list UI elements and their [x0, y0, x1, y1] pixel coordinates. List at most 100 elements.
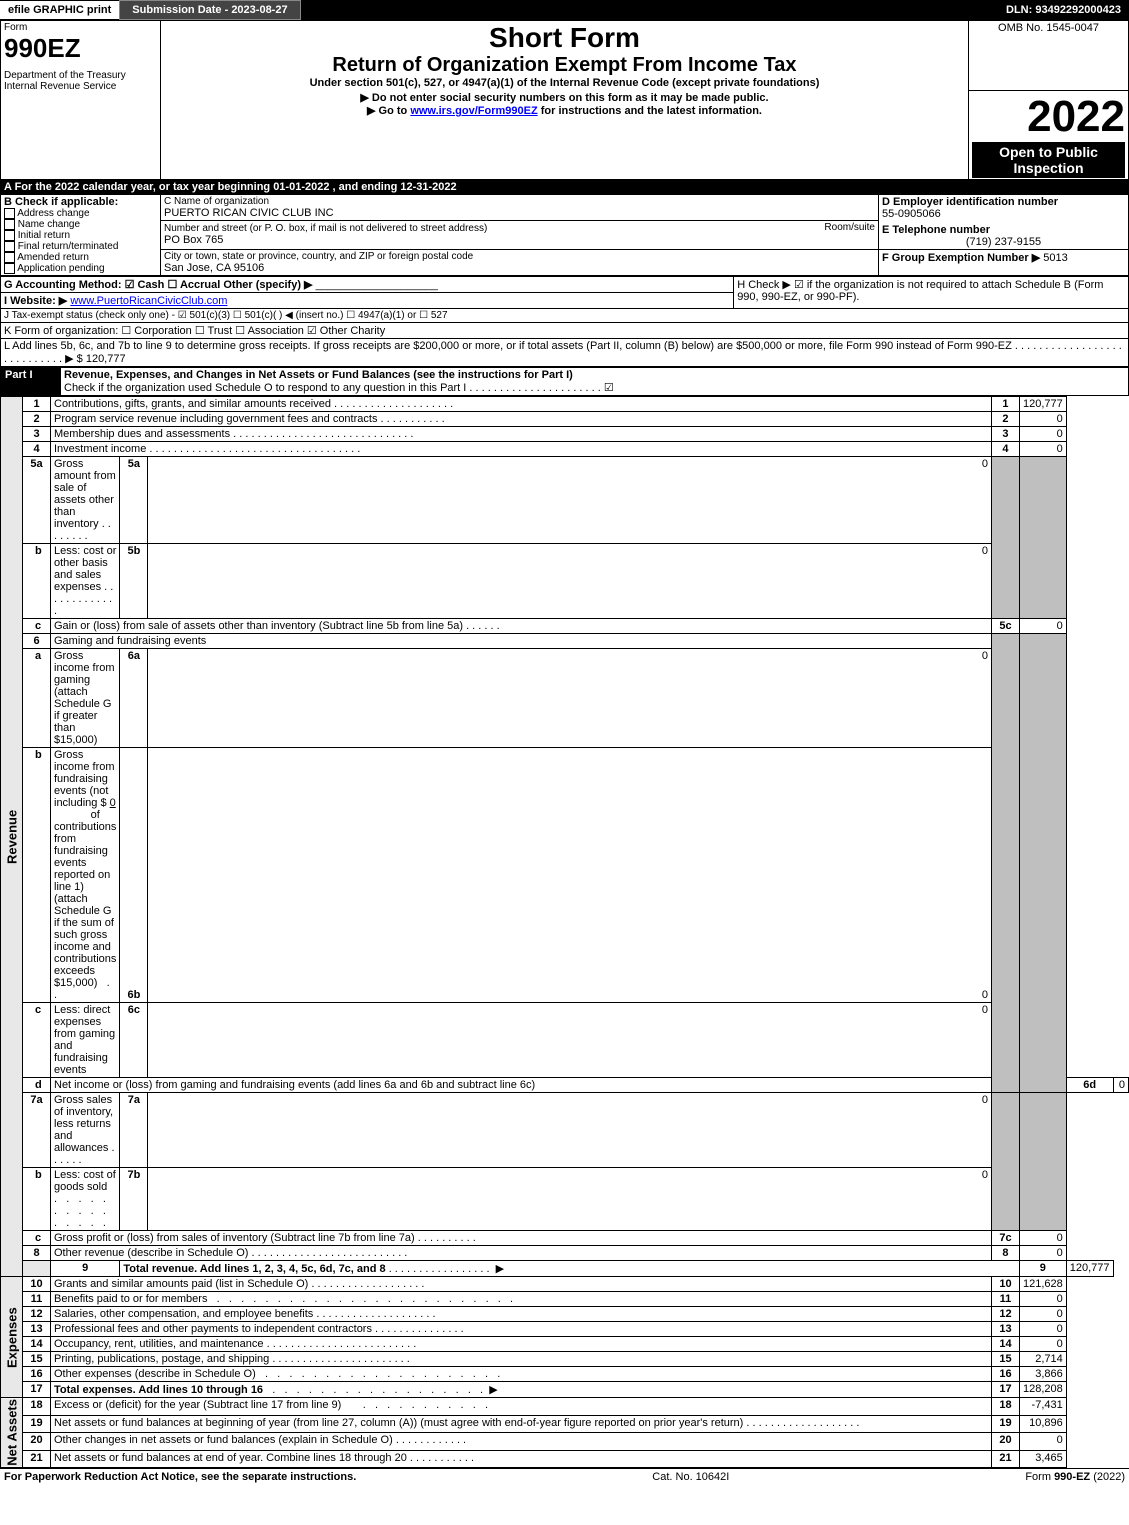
- b-opt-pending[interactable]: Application pending: [17, 263, 104, 274]
- b-opt-name[interactable]: Name change: [18, 219, 80, 230]
- l7a-box: 7a: [120, 1093, 148, 1168]
- l6a-txt: Gross income from gaming (attach Schedul…: [51, 649, 120, 748]
- l7b-txt: Less: cost of goods sold: [54, 1169, 116, 1193]
- l13-val: 0: [1019, 1322, 1066, 1337]
- l17-val: 128,208: [1019, 1382, 1066, 1398]
- expenses-side: Expenses: [1, 1277, 23, 1398]
- short-form-title: Short Form: [164, 22, 965, 54]
- d-label: D Employer identification number: [882, 196, 1125, 208]
- l9-val: 120,777: [1066, 1261, 1113, 1277]
- l5b-box: 5b: [120, 544, 148, 619]
- street: PO Box 765: [164, 234, 223, 246]
- l6a-box: 6a: [120, 649, 148, 748]
- l18-txt: Excess or (deficit) for the year (Subtra…: [54, 1399, 341, 1411]
- ghijkl: G Accounting Method: ☑ Cash ☐ Accrual Ot…: [0, 276, 1129, 367]
- l12-val: 0: [1019, 1307, 1066, 1322]
- efile-label[interactable]: efile GRAPHIC print: [0, 1, 119, 19]
- revenue-side: Revenue: [1, 397, 23, 1277]
- part1-check: Check if the organization used Schedule …: [64, 382, 614, 394]
- l8-txt: Other revenue (describe in Schedule O): [54, 1247, 248, 1259]
- e-label: E Telephone number: [882, 224, 1125, 236]
- l15-val: 2,714: [1019, 1352, 1066, 1367]
- l4-val: 0: [1019, 442, 1066, 457]
- l7a-ival: 0: [148, 1093, 992, 1168]
- l5c-txt: Gain or (loss) from sale of assets other…: [54, 620, 463, 632]
- l7b-ival: 0: [148, 1168, 992, 1231]
- open-public: Open to Public Inspection: [972, 142, 1125, 178]
- l15-txt: Printing, publications, postage, and shi…: [54, 1353, 269, 1365]
- l6d-val: 0: [1113, 1078, 1128, 1093]
- l6b-box: 6b: [120, 748, 148, 1003]
- l21-txt: Net assets or fund balances at end of ye…: [54, 1452, 407, 1464]
- l1-txt: Contributions, gifts, grants, and simila…: [54, 398, 331, 410]
- l6a-ival: 0: [148, 649, 992, 748]
- l3-val: 0: [1019, 427, 1066, 442]
- b-opt-final[interactable]: Final return/terminated: [18, 241, 119, 252]
- l13-txt: Professional fees and other payments to …: [54, 1323, 372, 1335]
- subtitle: Under section 501(c), 527, or 4947(a)(1)…: [164, 77, 965, 89]
- footer-mid: Cat. No. 10642I: [652, 1471, 729, 1483]
- l5a-txt: Gross amount from sale of assets other t…: [54, 458, 116, 530]
- i-label: I Website: ▶: [4, 295, 67, 307]
- l10-val: 121,628: [1019, 1277, 1066, 1292]
- l1-val: 120,777: [1019, 397, 1066, 412]
- note-ssn: ▶ Do not enter social security numbers o…: [164, 91, 965, 104]
- b-opt-addr[interactable]: Address change: [17, 208, 89, 219]
- netassets-side: Net Assets: [1, 1398, 23, 1468]
- line-k: K Form of organization: ☐ Corporation ☐ …: [1, 323, 1129, 339]
- part1-title: Revenue, Expenses, and Changes in Net As…: [64, 369, 573, 381]
- l20-txt: Other changes in net assets or fund bala…: [54, 1434, 393, 1446]
- identity-block: B Check if applicable: Address change Na…: [0, 194, 1129, 277]
- city: San Jose, CA 95106: [164, 262, 875, 274]
- b-opt-amended[interactable]: Amended return: [17, 252, 89, 263]
- l7c-txt: Gross profit or (loss) from sales of inv…: [54, 1232, 415, 1244]
- l19-txt: Net assets or fund balances at beginning…: [54, 1417, 743, 1429]
- b-opt-initial[interactable]: Initial return: [18, 230, 70, 241]
- l21-val: 3,465: [1019, 1450, 1066, 1467]
- l2-txt: Program service revenue including govern…: [54, 413, 377, 425]
- f-val: 5013: [1043, 252, 1067, 264]
- addr-label: Number and street (or P. O. box, if mail…: [164, 223, 487, 234]
- l17-txt: Total expenses. Add lines 10 through 16: [54, 1384, 263, 1396]
- tax-year: 2022: [972, 92, 1125, 142]
- footer-right: Form 990-EZ (2022): [1025, 1471, 1125, 1483]
- footer-left: For Paperwork Reduction Act Notice, see …: [4, 1471, 356, 1483]
- f-label: F Group Exemption Number ▶: [882, 252, 1040, 264]
- l6c-txt: Less: direct expenses from gaming and fu…: [51, 1003, 120, 1078]
- main-title: Return of Organization Exempt From Incom…: [164, 54, 965, 77]
- l16-txt: Other expenses (describe in Schedule O): [54, 1368, 256, 1380]
- l7a-txt: Gross sales of inventory, less returns a…: [54, 1094, 113, 1154]
- top-bar: efile GRAPHIC print Submission Date - 20…: [0, 0, 1129, 20]
- city-label: City or town, state or province, country…: [164, 251, 875, 262]
- ein: 55-0905066: [882, 208, 1125, 220]
- submission-date: Submission Date - 2023-08-27: [119, 0, 300, 20]
- irs-link[interactable]: www.irs.gov/Form990EZ: [410, 105, 537, 117]
- l10-txt: Grants and similar amounts paid (list in…: [54, 1278, 308, 1290]
- l6-txt: Gaming and fundraising events: [51, 634, 992, 649]
- website-link[interactable]: www.PuertoRicanCivicClub.com: [70, 295, 227, 307]
- l11-txt: Benefits paid to or for members: [54, 1293, 207, 1305]
- l6c-ival: 0: [148, 1003, 992, 1078]
- part1-label: Part I: [1, 368, 61, 396]
- l4-txt: Investment income: [54, 443, 146, 455]
- form-header: Form 990EZ Department of the Treasury In…: [0, 20, 1129, 180]
- l6b-ival: 0: [148, 748, 992, 1003]
- form-number: 990EZ: [4, 33, 157, 64]
- l2-val: 0: [1019, 412, 1066, 427]
- footer: For Paperwork Reduction Act Notice, see …: [0, 1468, 1129, 1485]
- part1-header: Part I Revenue, Expenses, and Changes in…: [0, 367, 1129, 396]
- l5c-val: 0: [1019, 619, 1066, 634]
- omb: OMB No. 1545-0047: [969, 21, 1129, 91]
- line-j: J Tax-exempt status (check only one) - ☑…: [1, 309, 1129, 323]
- l6d-txt: Net income or (loss) from gaming and fun…: [51, 1078, 992, 1093]
- l11-val: 0: [1019, 1292, 1066, 1307]
- room-label: Room/suite: [824, 222, 875, 233]
- l7b-box: 7b: [120, 1168, 148, 1231]
- l5a-ival: 0: [148, 457, 992, 544]
- phone: (719) 237-9155: [882, 236, 1125, 248]
- b-label: B Check if applicable:: [4, 196, 157, 208]
- l19-val: 10,896: [1019, 1415, 1066, 1432]
- form-word: Form: [4, 22, 157, 33]
- l3-txt: Membership dues and assessments: [54, 428, 230, 440]
- dept: Department of the Treasury Internal Reve…: [4, 70, 157, 92]
